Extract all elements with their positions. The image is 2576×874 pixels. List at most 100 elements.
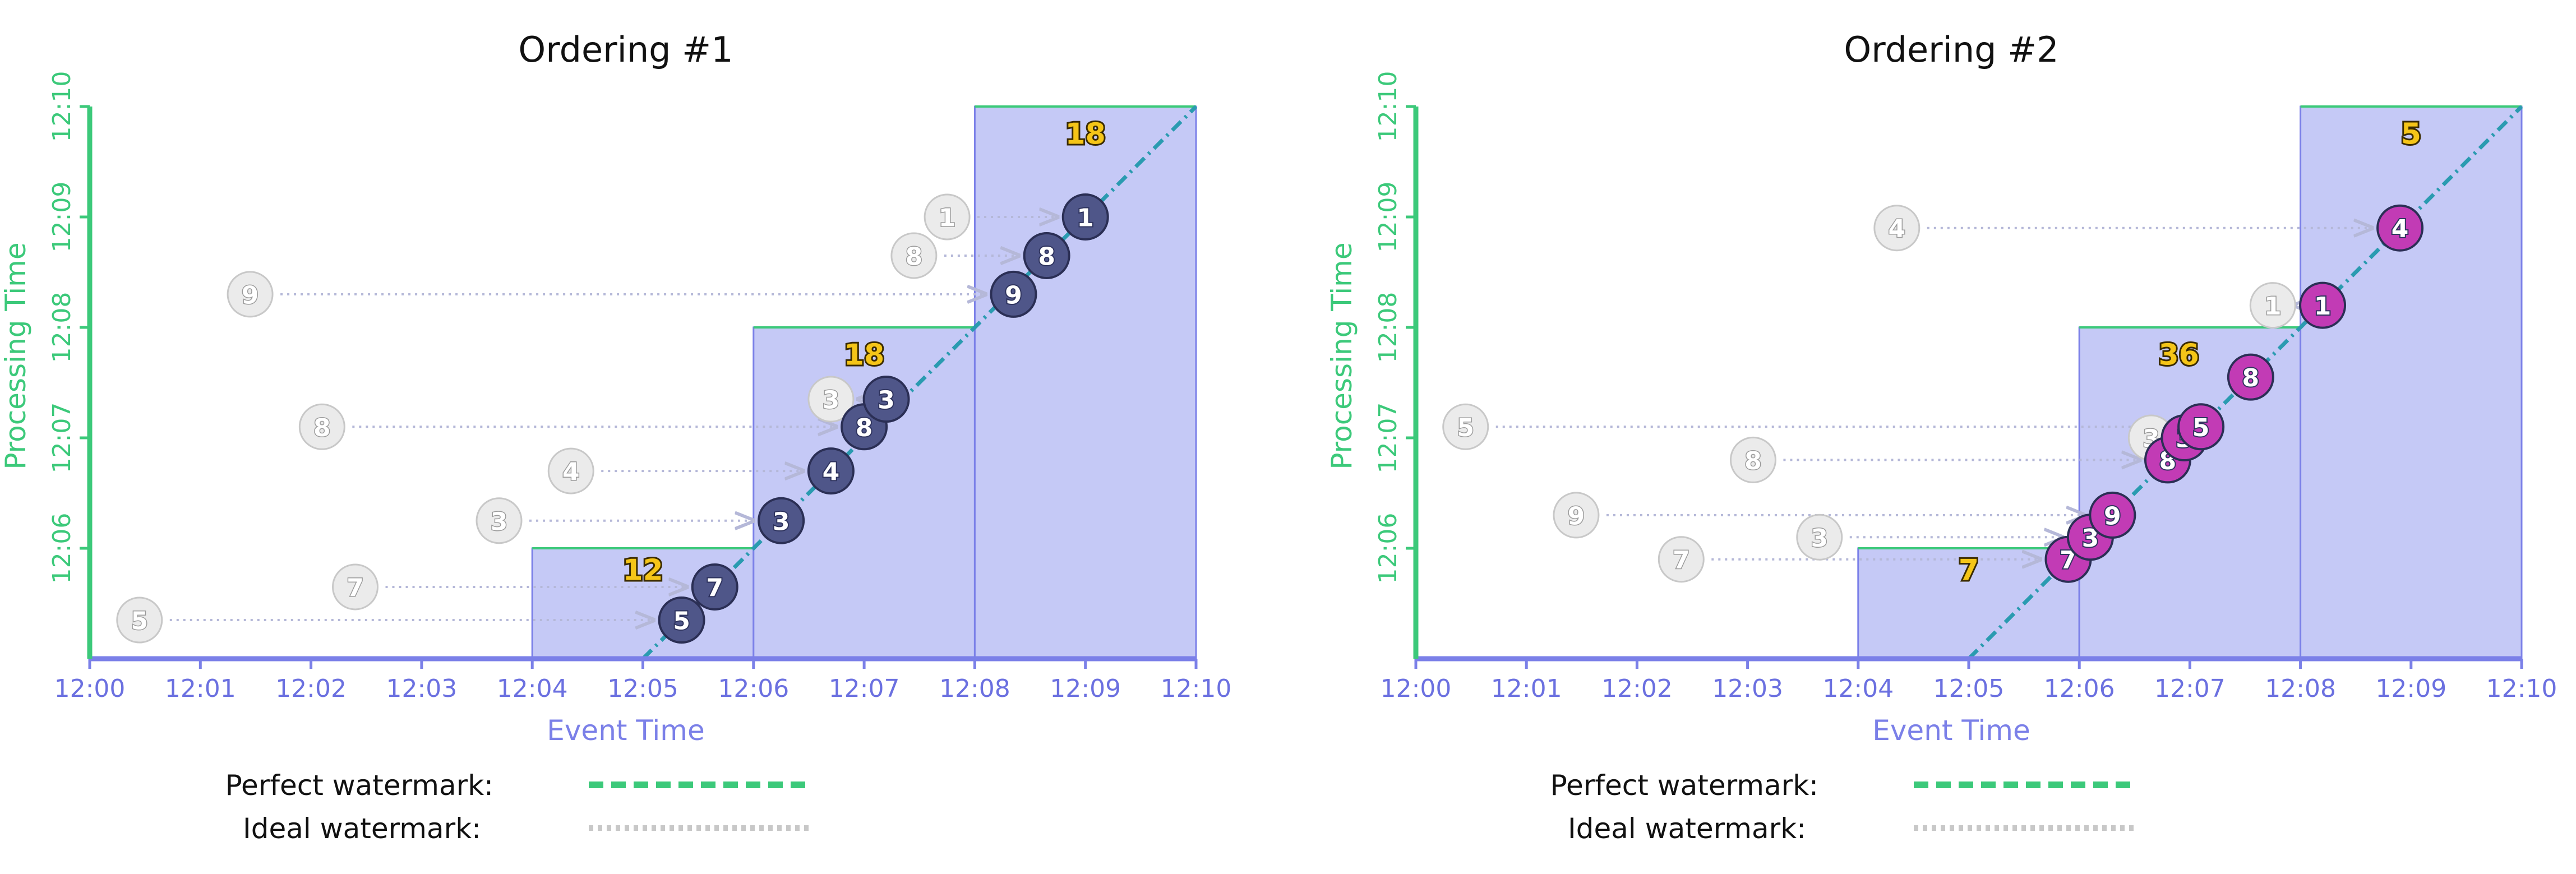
data-point — [990, 270, 1037, 318]
legend-left: Perfect watermark: Ideal watermark: — [225, 769, 810, 845]
ghost-label: 1 — [2264, 292, 2282, 321]
ghost-dot — [1796, 514, 1843, 561]
ghost-dot — [924, 193, 971, 241]
chart-title: Ordering #2 — [1844, 29, 2058, 70]
data-point — [2089, 491, 2136, 539]
ghost-dot — [332, 563, 379, 611]
data-point — [807, 447, 855, 495]
x-tick-label: 12:03 — [1712, 674, 1783, 703]
x-tick-label: 12:09 — [2375, 674, 2446, 703]
data-point — [1061, 193, 1109, 241]
data-point-label: 9 — [2104, 502, 2121, 530]
ghost-dot — [116, 596, 163, 644]
ghost-dot — [298, 403, 345, 450]
pane-result-label: 12 — [622, 553, 663, 587]
window-pane — [1857, 547, 2080, 660]
data-point — [658, 596, 705, 644]
data-point-label: 4 — [823, 458, 840, 487]
ghost-label: 8 — [906, 242, 923, 271]
data-point — [862, 376, 910, 423]
ghost-dot — [227, 271, 274, 318]
x-tick-label: 12:07 — [829, 674, 900, 703]
y-tick-label: 12:10 — [1374, 71, 1402, 142]
y-tick-label: 12:09 — [48, 182, 76, 253]
ghost-dot — [1553, 492, 1600, 539]
data-point — [758, 497, 805, 544]
x-tick-label: 12:06 — [2044, 674, 2115, 703]
data-point-label: 8 — [856, 414, 873, 442]
data-point-label: 5 — [2192, 414, 2210, 442]
legend-ideal-label: Ideal watermark: — [243, 812, 481, 845]
y-tick-label: 12:10 — [48, 71, 76, 142]
data-point-label: 3 — [878, 386, 895, 415]
y-tick-label: 12:08 — [48, 292, 76, 363]
ghost-dot — [476, 497, 523, 544]
legend-ideal-label: Ideal watermark: — [1568, 812, 1806, 845]
ghost-label: 5 — [131, 607, 148, 636]
data-point-label: 4 — [2392, 215, 2409, 243]
data-point-label: 5 — [673, 607, 690, 636]
data-point — [2177, 403, 2225, 451]
pane-result-label: 7 — [1959, 553, 1979, 587]
y-tick-label: 12:06 — [48, 513, 76, 584]
ghost-dot — [1658, 536, 1705, 583]
window-pane — [753, 326, 976, 660]
data-point — [2376, 204, 2424, 252]
ghost-label: 3 — [491, 507, 508, 536]
y-axis-label: Processing Time — [0, 242, 32, 469]
ghost-label: 7 — [1673, 546, 1690, 575]
ghost-label: 8 — [313, 414, 331, 442]
x-tick-label: 12:00 — [1381, 674, 1452, 703]
ghost-label: 3 — [823, 386, 840, 415]
x-tick-label: 12:02 — [1601, 674, 1673, 703]
y-tick-label: 12:07 — [48, 403, 76, 474]
data-point-label: 1 — [2314, 292, 2332, 321]
ghost-dot — [547, 447, 594, 494]
data-point-label: 7 — [706, 574, 723, 602]
y-tick-label: 12:06 — [1374, 513, 1402, 584]
x-tick-label: 12:07 — [2154, 674, 2226, 703]
x-tick-label: 12:04 — [497, 674, 568, 703]
data-point-label: 3 — [773, 507, 790, 536]
x-tick-label: 12:08 — [939, 674, 1010, 703]
legend-perfect-label: Perfect watermark: — [225, 769, 493, 802]
data-point-label: 9 — [1005, 281, 1022, 309]
ghost-label: 9 — [242, 281, 259, 309]
x-tick-label: 12:09 — [1050, 674, 1121, 703]
x-axis-label: Event Time — [1872, 714, 2030, 747]
ghost-label: 3 — [1811, 524, 1828, 553]
data-point — [2227, 353, 2274, 401]
x-tick-label: 12:05 — [1933, 674, 2005, 703]
x-tick-label: 12:01 — [165, 674, 236, 703]
x-tick-label: 12:01 — [1491, 674, 1562, 703]
ghost-dot — [1442, 403, 1489, 450]
ghost-dot — [807, 376, 855, 423]
data-point — [691, 563, 738, 611]
y-axis-label: Processing Time — [1326, 242, 1358, 469]
x-tick-label: 12:06 — [718, 674, 789, 703]
data-point-label: 8 — [2242, 364, 2260, 392]
x-tick-label: 12:03 — [386, 674, 457, 703]
watermark-line — [641, 105, 1198, 660]
x-tick-label: 12:08 — [2265, 674, 2336, 703]
data-point — [2299, 281, 2347, 329]
ghost-label: 5 — [1457, 414, 1474, 442]
ghost-dot — [890, 232, 938, 279]
pane-result-label: 36 — [2158, 338, 2199, 372]
ghost-label: 7 — [347, 574, 364, 602]
ghost-dot — [1729, 436, 1776, 483]
y-tick-label: 12:08 — [1374, 292, 1402, 363]
ghost-label: 4 — [1889, 215, 1906, 243]
ghost-dot — [1873, 205, 1921, 252]
ghost-dot — [2249, 282, 2296, 329]
x-tick-label: 12:00 — [54, 674, 126, 703]
pane-result-label: 18 — [844, 338, 884, 372]
ghost-label: 4 — [562, 458, 580, 487]
chart-title: Ordering #1 — [518, 29, 733, 70]
y-tick-label: 12:09 — [1374, 182, 1402, 253]
x-tick-label: 12:10 — [2486, 674, 2557, 703]
legend-perfect-label: Perfect watermark: — [1550, 769, 1818, 802]
x-tick-label: 12:02 — [275, 674, 347, 703]
